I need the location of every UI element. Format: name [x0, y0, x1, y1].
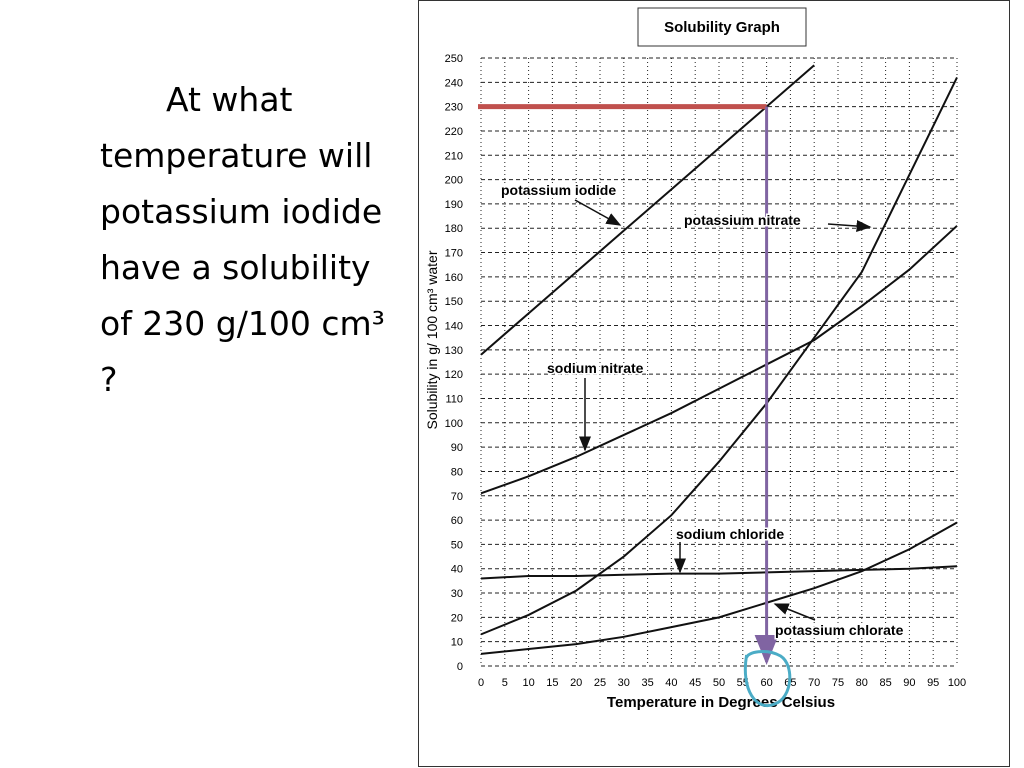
series-label: potassium chlorate — [775, 622, 904, 638]
x-tick-label: 20 — [570, 677, 582, 689]
question: At what temperature will potassium iodid… — [100, 80, 385, 399]
chart-panel — [418, 0, 1010, 767]
y-tick-label: 160 — [445, 272, 463, 284]
y-tick-label: 240 — [445, 77, 463, 89]
x-tick-label: 25 — [594, 677, 606, 689]
x-tick-label: 75 — [832, 677, 844, 689]
y-tick-label: 150 — [445, 296, 463, 308]
y-tick-label: 120 — [445, 369, 463, 381]
x-tick-label: 50 — [713, 677, 725, 689]
y-tick-label: 60 — [451, 515, 463, 527]
x-tick-label: 10 — [522, 677, 534, 689]
y-axis-label: Solubility in g/ 100 cm³ water — [424, 250, 440, 429]
x-tick-label: 60 — [760, 677, 772, 689]
series-label: sodium chloride — [676, 526, 784, 542]
chart-title: Solubility Graph — [664, 19, 780, 36]
x-tick-label: 90 — [903, 677, 915, 689]
y-tick-label: 90 — [451, 442, 463, 454]
y-tick-label: 40 — [451, 564, 463, 576]
x-tick-label: 15 — [546, 677, 558, 689]
y-tick-label: 50 — [451, 539, 463, 551]
y-tick-label: 80 — [451, 466, 463, 478]
y-tick-label: 210 — [445, 150, 463, 162]
y-tick-label: 30 — [451, 588, 463, 600]
x-axis-label: Temperature in Degrees Celsius — [607, 694, 835, 711]
series-label: sodium nitrate — [547, 360, 644, 376]
title-box — [637, 7, 807, 47]
line-series — [480, 521, 958, 655]
line-series — [480, 225, 958, 495]
series-label: potassium iodide — [501, 182, 616, 198]
annotation-arrow — [827, 220, 872, 233]
y-tick-label: 170 — [445, 248, 463, 260]
y-tick-label: 200 — [445, 175, 463, 187]
y-tick-label: 130 — [445, 345, 463, 357]
x-tick-label: 80 — [856, 677, 868, 689]
x-tick-label: 45 — [689, 677, 701, 689]
y-tick-label: 180 — [445, 223, 463, 235]
series-label: potassium nitrate — [684, 212, 801, 228]
line-series — [480, 77, 958, 636]
annotation-arrow — [574, 199, 622, 226]
y-tick-label: 250 — [445, 53, 463, 65]
x-tick-label: 0 — [478, 677, 484, 689]
x-tick-label: 100 — [948, 677, 966, 689]
answer-circle — [743, 650, 792, 708]
x-tick-label: 85 — [879, 677, 891, 689]
y-tick-label: 0 — [457, 661, 463, 673]
x-tick-label: 30 — [618, 677, 630, 689]
y-tick-label: 190 — [445, 199, 463, 211]
y-tick-label: 100 — [445, 418, 463, 430]
x-tick-label: 95 — [927, 677, 939, 689]
x-tick-label: 5 — [502, 677, 508, 689]
line-series — [480, 64, 815, 356]
y-tick-label: 230 — [445, 102, 463, 114]
x-tick-label: 70 — [808, 677, 820, 689]
y-tick-label: 140 — [445, 321, 463, 333]
line-series — [480, 565, 958, 580]
y-tick-label: 20 — [451, 612, 463, 624]
annotation-arrow — [773, 603, 816, 621]
y-tick-label: 70 — [451, 491, 463, 503]
y-tick-label: 10 — [451, 637, 463, 649]
x-tick-label: 35 — [641, 677, 653, 689]
x-tick-label: 40 — [665, 677, 677, 689]
y-tick-label: 110 — [445, 393, 463, 405]
y-tick-label: 220 — [445, 126, 463, 138]
